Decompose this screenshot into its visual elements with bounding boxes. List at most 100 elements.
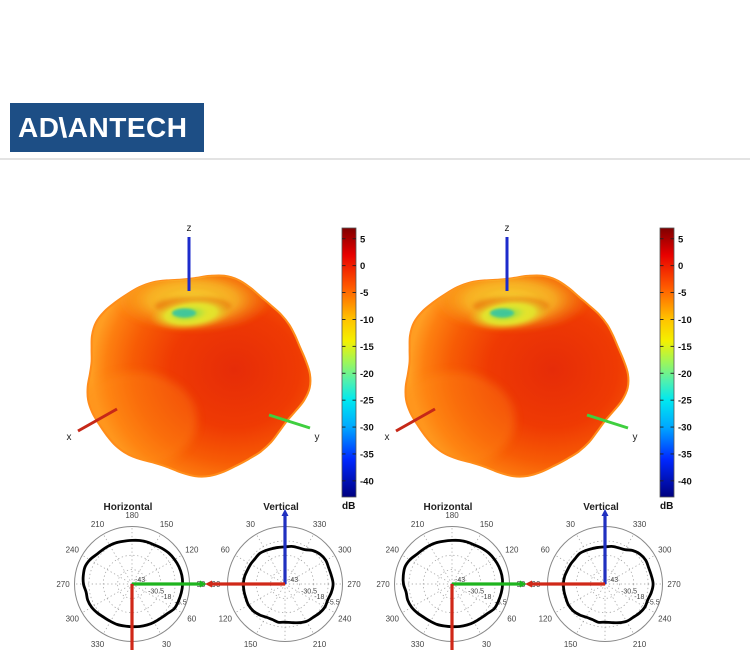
polar-angle-label: 240 [66, 546, 80, 555]
polar-plot-vertical-2: 330300270240210150120906030-43-30.5-18-5… [525, 502, 681, 649]
colorbar-tick-label: 0 [678, 261, 683, 272]
polar-x-axis-arrowhead [205, 580, 212, 588]
polar-ring-label: -18 [634, 594, 644, 601]
z-axis-label: z [187, 223, 192, 234]
polar-plot-horizontal-1: 180150120906030330300270240210-43-30.5-1… [56, 502, 207, 650]
polar-ring-label: -30.5 [468, 588, 484, 595]
polar-ring-label: -30.5 [148, 588, 164, 595]
3d-radiation-pattern-2: z x y [385, 223, 638, 478]
polar-angle-label: 330 [91, 640, 105, 649]
polar-ring-label: -18 [161, 594, 171, 601]
colorbar-tick-label: 5 [678, 234, 684, 245]
x-axis-line [395, 407, 436, 433]
dimple-core [490, 308, 514, 318]
polar-angle-label: 60 [541, 546, 550, 555]
polar-ring-label: -43 [288, 577, 298, 584]
polar-plot-horizontal-2: 180150120906030330300270240210-43-30.5-1… [376, 502, 527, 650]
colorbar-tick-label: -10 [678, 315, 692, 326]
polar-angle-label: 270 [347, 580, 361, 589]
polar-ring-label: -30.5 [301, 588, 317, 595]
polar-angle-label: 60 [187, 615, 196, 624]
3d-radiation-pattern-1: z x y [67, 223, 320, 478]
colorbar-unit-label: dB [342, 501, 355, 512]
colorbar-unit-label: dB [660, 501, 673, 512]
polar-plot-title: Vertical [263, 502, 299, 513]
polar-angle-label: 150 [564, 640, 578, 649]
y-axis-label: y [633, 432, 638, 443]
polar-angle-label: 210 [411, 520, 425, 529]
polar-angle-label: 210 [91, 520, 105, 529]
polar-ring-label: -43 [455, 577, 465, 584]
polar-angle-label: 330 [411, 640, 425, 649]
polar-angle-label: 240 [658, 615, 672, 624]
colorbar-tick-label: -35 [360, 449, 374, 460]
z-axis-label: z [505, 223, 510, 234]
polar-angle-label: 30 [246, 520, 255, 529]
polar-angle-label: 180 [125, 511, 139, 520]
polar-ring-label: -43 [135, 577, 145, 584]
colorbar-tick-label: -20 [678, 369, 692, 380]
colorbar-tick-label: -40 [678, 476, 692, 487]
colorbar-2: 5 0 -5 -10 -15 -20 -25 -30 -35 -40 dB [659, 227, 692, 512]
polar-angle-label: 120 [219, 615, 233, 624]
colorbar-tick-label: -30 [678, 423, 692, 434]
x-axis-label: x [67, 432, 72, 443]
polar-ring-label: -30.5 [621, 588, 637, 595]
colorbar-gradient [659, 227, 675, 498]
radiation-pattern-curve [241, 544, 335, 625]
polar-ring-label: -18 [314, 594, 324, 601]
polar-angle-label: 270 [56, 580, 70, 589]
colorbar-tick-label: -40 [360, 476, 374, 487]
polar-angle-label: 330 [633, 520, 647, 529]
polar-angle-label: 30 [482, 640, 491, 649]
header-divider [0, 158, 750, 160]
polar-angle-label: 150 [160, 520, 174, 529]
polar-angle-label: 60 [507, 615, 516, 624]
colorbar-tick-label: -35 [678, 449, 692, 460]
polar-angle-label: 330 [313, 520, 327, 529]
polar-angle-label: 150 [480, 520, 494, 529]
dimple-core [172, 308, 196, 318]
polar-angle-label: 120 [185, 546, 199, 555]
polar-angle-label: 300 [658, 546, 672, 555]
x-axis-label: x [385, 432, 390, 443]
y-axis-line [268, 413, 311, 430]
colorbar-tick-label: -5 [360, 288, 369, 299]
polar-y-axis-arrowhead [520, 580, 527, 588]
polar-angle-label: 30 [162, 640, 171, 649]
colorbar-tick-label: -15 [678, 342, 692, 353]
polar-angle-label: 150 [244, 640, 258, 649]
colorbar-tick-label: -10 [360, 315, 374, 326]
polar-ring-label: -5.5 [175, 600, 187, 607]
colorbar-tick-label: 0 [360, 261, 365, 272]
y-axis-line [586, 413, 629, 430]
polar-angle-label: 60 [221, 546, 230, 555]
polar-ring-label: -5.5 [495, 600, 507, 607]
colorbar-tick-label: -25 [678, 396, 692, 407]
polar-ring-label: -5.5 [328, 600, 340, 607]
polar-angle-label: 120 [505, 546, 519, 555]
polar-angle-label: 120 [539, 615, 553, 624]
polar-angle-label: 300 [386, 615, 400, 624]
colorbar-tick-label: -30 [360, 423, 374, 434]
colorbar-1: 5 0 -5 -10 -15 -20 -25 -30 -35 -40 dB [341, 227, 374, 512]
advantech-logo-text: AD\ANTECH [18, 112, 188, 143]
colorbar-tick-label: 5 [360, 234, 366, 245]
polar-z-axis-arrowhead [601, 509, 609, 516]
polar-angle-label: 270 [376, 580, 390, 589]
polar-angle-label: 240 [386, 546, 400, 555]
polar-angle-label: 210 [313, 640, 327, 649]
colorbar-tick-label: -20 [360, 369, 374, 380]
x-axis-line [77, 407, 118, 433]
polar-ring-label: -18 [481, 594, 491, 601]
polar-angle-label: 300 [338, 546, 352, 555]
colorbar-tick-label: -15 [360, 342, 374, 353]
colorbar-gradient [341, 227, 357, 498]
polar-angle-label: 210 [633, 640, 647, 649]
polar-plot-title: Horizontal [424, 502, 473, 513]
polar-angle-label: 180 [445, 511, 459, 520]
polar-x-axis-arrowhead [525, 580, 532, 588]
polar-plot-title: Vertical [583, 502, 619, 513]
